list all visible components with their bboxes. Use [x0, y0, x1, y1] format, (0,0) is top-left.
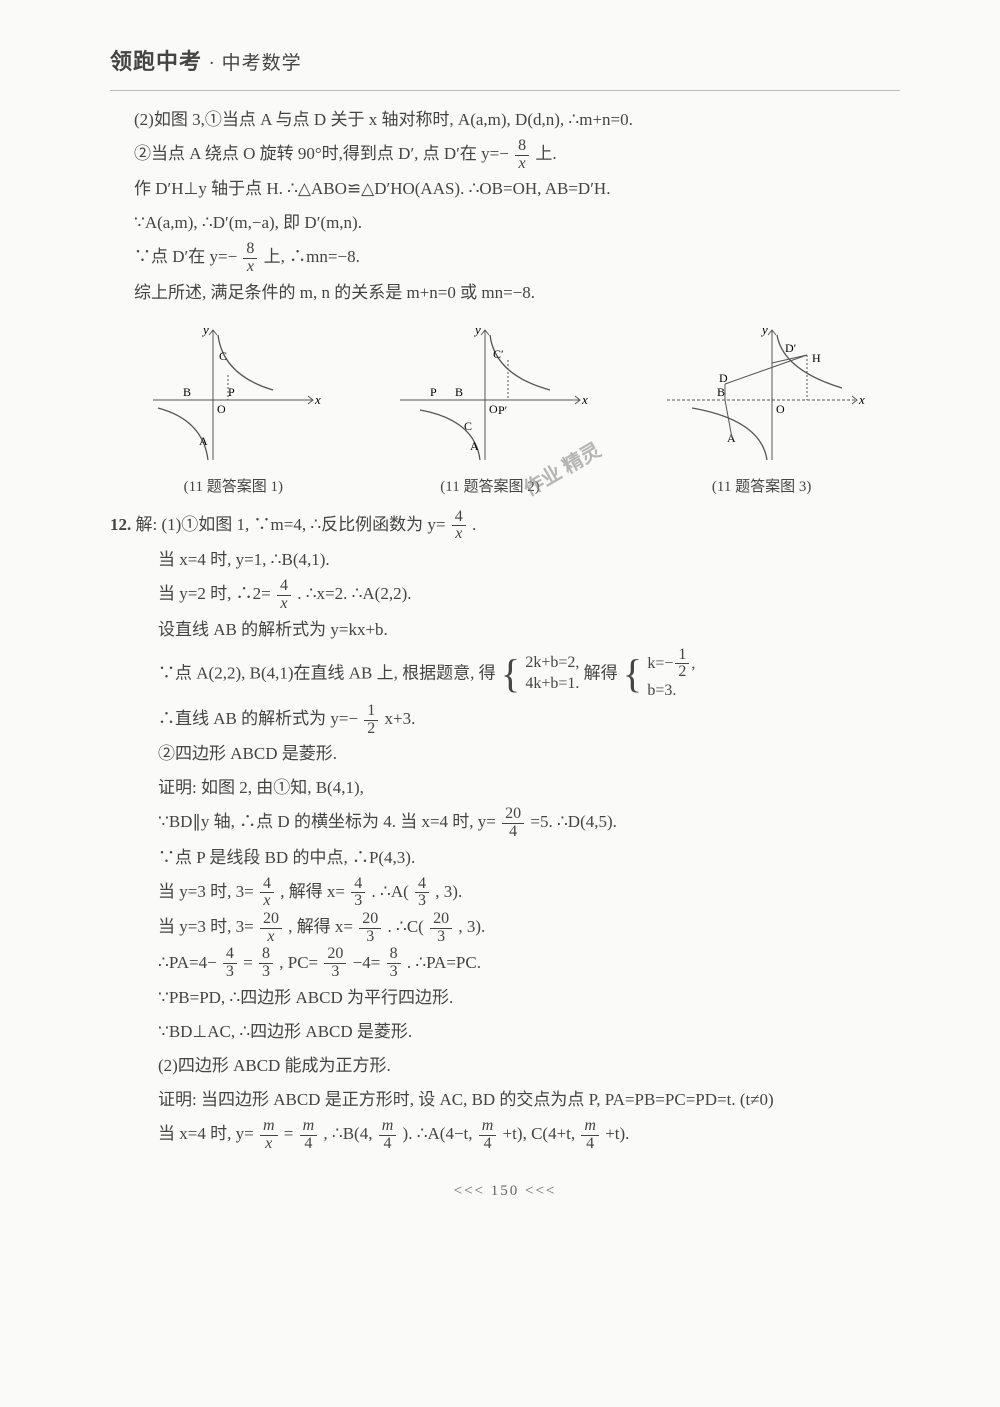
svg-text:P′: P′ — [498, 403, 508, 417]
svg-text:D′: D′ — [785, 341, 797, 355]
title-rule — [110, 90, 900, 91]
svg-text:y: y — [473, 322, 481, 337]
line: ∵A(a,m), ∴D′(m,−a), 即 D′(m,n). — [134, 206, 900, 240]
line: ∴PA=4− 43 = 83 , PC= 203 −4= 83 . ∴PA=PC… — [158, 946, 900, 981]
line: (2)四边形 ABCD 能成为正方形. — [158, 1049, 900, 1083]
page-number: <<< 150 <<< — [110, 1176, 900, 1206]
question-number: 12. — [110, 515, 131, 534]
fraction: 8x — [515, 138, 529, 173]
svg-text:B: B — [183, 385, 191, 399]
line: 当 y=2 时, ∴2= 4x . ∴x=2. ∴A(2,2). — [158, 577, 900, 612]
svg-text:y: y — [201, 322, 209, 337]
line: ∵PB=PD, ∴四边形 ABCD 为平行四边形. — [158, 981, 900, 1015]
svg-text:x: x — [858, 392, 865, 407]
svg-text:C: C — [464, 419, 472, 433]
line: ∵点 P 是线段 BD 的中点, ∴P(4,3). — [158, 841, 900, 875]
line: 当 y=3 时, 3= 20x , 解得 x= 203 . ∴C( 203 , … — [158, 910, 900, 945]
line: 综上所述, 满足条件的 m, n 的关系是 m+n=0 或 mn=−8. — [134, 276, 900, 310]
figure-1: x y O C B P A (11 题答案图 1) — [143, 320, 323, 502]
svg-text:C: C — [219, 349, 227, 363]
line: ②四边形 ABCD 是菱形. — [158, 737, 900, 771]
figure-caption: (11 题答案图 3) — [657, 472, 867, 502]
figure-caption: (11 题答案图 2) — [390, 472, 590, 502]
line: ②当点 A 绕点 O 旋转 90°时,得到点 D′, 点 D′在 y=− 8x … — [134, 137, 900, 172]
line: ∵BD∥y 轴, ∴点 D 的横坐标为 4. 当 x=4 时, y= 204 =… — [158, 805, 900, 840]
svg-text:C′: C′ — [493, 347, 504, 361]
svg-text:P: P — [228, 385, 235, 399]
q12-line: 12. 解: (1)①如图 1, ∵m=4, ∴反比例函数为 y= 4x . — [110, 508, 900, 543]
page-title: 领跑中考 · 中考数学 — [110, 40, 900, 84]
line: ∴直线 AB 的解析式为 y=− 12 x+3. — [158, 702, 900, 737]
svg-text:H: H — [812, 351, 821, 365]
line: (2)如图 3,①当点 A 与点 D 关于 x 轴对称时, A(a,m), D(… — [134, 103, 900, 137]
line: 当 y=3 时, 3= 4x , 解得 x= 43 . ∴A( 43 , 3). — [158, 875, 900, 910]
svg-text:O: O — [217, 402, 226, 416]
svg-text:O: O — [489, 402, 498, 416]
line: ∵点 D′在 y=− 8x 上, ∴mn=−8. — [134, 240, 900, 275]
svg-text:x: x — [581, 392, 588, 407]
figure-2: x y O C′ P B P′ C A (11 题答案图 2) — [390, 320, 590, 502]
svg-text:y: y — [760, 322, 768, 337]
svg-text:P: P — [430, 385, 437, 399]
svg-text:x: x — [314, 392, 321, 407]
svg-text:B: B — [455, 385, 463, 399]
line: 证明: 当四边形 ABCD 是正方形时, 设 AC, BD 的交点为点 P, P… — [158, 1083, 900, 1117]
title-main: 领跑中考 — [110, 49, 202, 74]
figure-3: x y O D D′ H B A (11 题答案图 3) — [657, 320, 867, 502]
line: 当 x=4 时, y=1, ∴B(4,1). — [158, 543, 900, 577]
figures-row: x y O C B P A (11 题答案图 1) x — [110, 320, 900, 502]
figure-caption: (11 题答案图 1) — [143, 472, 323, 502]
line: 设直线 AB 的解析式为 y=kx+b. — [158, 613, 900, 647]
line: 当 x=4 时, y= mx = m4 , ∴B(4, m4 ). ∴A(4−t… — [158, 1117, 900, 1152]
line: ∵点 A(2,2), B(4,1)在直线 AB 上, 根据题意, 得 { 2k+… — [158, 647, 900, 702]
line: ∵BD⊥AC, ∴四边形 ABCD 是菱形. — [158, 1015, 900, 1049]
fraction: 8x — [243, 241, 257, 276]
svg-text:A: A — [470, 439, 479, 453]
line: 作 D′H⊥y 轴于点 H. ∴△ABO≌△D′HO(AAS). ∴OB=OH,… — [134, 172, 900, 206]
svg-text:A: A — [199, 434, 208, 448]
svg-text:B: B — [717, 385, 725, 399]
line: 证明: 如图 2, 由①知, B(4,1), — [158, 771, 900, 805]
svg-text:O: O — [776, 402, 785, 416]
